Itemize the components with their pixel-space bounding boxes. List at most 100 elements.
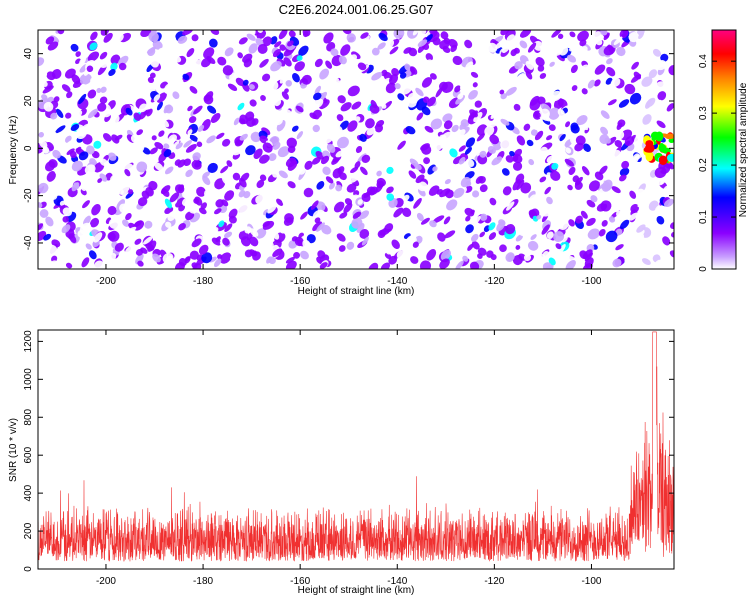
heatmap-cell: [191, 160, 202, 170]
heatmap-cell: [638, 113, 647, 122]
heatmap-cell: [573, 198, 584, 210]
heatmap-cell: [546, 155, 555, 164]
heatmap-cell: [80, 83, 87, 90]
heatmap-cell: [464, 207, 475, 217]
heatmap-cell: [613, 200, 624, 213]
heatmap-cell: [527, 194, 537, 205]
heatmap-cell: [415, 174, 425, 184]
heatmap-cell: [245, 145, 256, 156]
heatmap-cell: [293, 251, 301, 259]
heatmap-cell: [489, 197, 497, 206]
heatmap-cell: [185, 211, 195, 221]
heatmap-cell: [207, 162, 218, 174]
heatmap-cell: [538, 253, 547, 262]
heatmap-cell: [217, 56, 227, 66]
heatmap-cell: [424, 125, 434, 133]
heatmap-cell: [519, 40, 528, 49]
heatmap-cell: [604, 137, 611, 144]
heatmap-cell: [517, 218, 529, 229]
heatmap-cell: [156, 47, 168, 59]
heatmap-cell: [593, 79, 601, 87]
heatmap-cell: [611, 104, 620, 113]
heatmap-cell: [455, 260, 464, 269]
heatmap-cell: [423, 241, 431, 249]
heatmap-cell: [549, 61, 555, 67]
heatmap-cell: [235, 77, 245, 87]
heatmap-cell: [491, 156, 503, 166]
heatmap-cell: [443, 216, 451, 225]
heatmap-y-tick-label: 40: [23, 48, 34, 60]
heatmap-cell: [73, 207, 80, 213]
heatmap-cell: [373, 197, 381, 205]
heatmap-cell: [606, 58, 613, 65]
heatmap-cell: [666, 103, 674, 112]
heatmap-cell: [505, 86, 517, 96]
heatmap-cell: [402, 207, 412, 218]
snr-x-tick-label: -200: [96, 576, 116, 587]
heatmap-cell: [285, 80, 292, 87]
heatmap-cell: [71, 74, 81, 85]
heatmap-cell: [587, 228, 600, 240]
heatmap-cell: [173, 100, 184, 110]
heatmap-cell: [574, 142, 584, 152]
heatmap-cell: [432, 215, 445, 224]
heatmap-x-tick-label: -120: [484, 276, 504, 287]
heatmap-cell: [544, 186, 552, 195]
heatmap-cell: [47, 41, 59, 51]
heatmap-cell: [295, 105, 304, 113]
heatmap-cell: [216, 132, 225, 140]
heatmap-cell: [163, 143, 170, 150]
heatmap-cell: [99, 158, 108, 167]
heatmap-cell: [555, 251, 564, 260]
heatmap-cell: [432, 166, 438, 172]
heatmap-cell: [295, 143, 304, 151]
heatmap-cell: [311, 156, 321, 165]
heatmap-cell: [512, 161, 523, 171]
heatmap-cell: [368, 173, 378, 182]
heatmap-cell: [385, 82, 397, 94]
heatmap-cell: [386, 193, 395, 201]
heatmap-cell: [605, 230, 618, 243]
heatmap-cell: [403, 183, 410, 191]
heatmap-cell: [446, 199, 458, 211]
heatmap-cell: [191, 34, 199, 42]
heatmap-cell: [625, 252, 635, 261]
heatmap-cell: [233, 117, 240, 126]
heatmap-cell: [330, 48, 339, 57]
heatmap-cell: [311, 53, 318, 60]
heatmap-cell: [489, 134, 500, 145]
heatmap-cell: [581, 191, 588, 200]
heatmap-cell: [276, 198, 284, 206]
heatmap-cell: [475, 75, 483, 84]
heatmap-cell: [81, 257, 90, 268]
heatmap-cell: [294, 151, 305, 160]
heatmap-cell: [98, 58, 108, 68]
heatmap-cell: [534, 111, 541, 119]
heatmap-cell: [401, 85, 413, 95]
heatmap-cell: [200, 44, 207, 50]
heatmap-cell: [575, 52, 585, 62]
heatmap-cell: [586, 217, 596, 226]
heatmap-cell: [300, 250, 309, 260]
heatmap-cell: [451, 124, 459, 133]
heatmap-cell: [580, 64, 591, 75]
heatmap-cell: [156, 101, 164, 111]
heatmap-cell: [144, 220, 153, 229]
heatmap-cell: [615, 228, 623, 236]
heatmap-cell: [602, 241, 610, 249]
heatmap-cell: [479, 150, 487, 158]
heatmap-cell: [546, 196, 553, 205]
heatmap-cell: [425, 53, 434, 62]
snr-y-tick-label: 800: [23, 408, 34, 425]
heatmap-cell: [346, 33, 356, 43]
heatmap-cell: [429, 220, 437, 228]
heatmap-cell: [182, 73, 190, 81]
heatmap-cell: [45, 36, 55, 45]
heatmap-cell: [346, 241, 355, 250]
heatmap-cell: [188, 116, 197, 124]
heatmap-cell: [154, 162, 164, 171]
heatmap-cell: [107, 206, 117, 216]
heatmap-x-tick-label: -180: [193, 276, 213, 287]
heatmap-cell: [574, 181, 583, 190]
heatmap-cell: [630, 203, 640, 214]
